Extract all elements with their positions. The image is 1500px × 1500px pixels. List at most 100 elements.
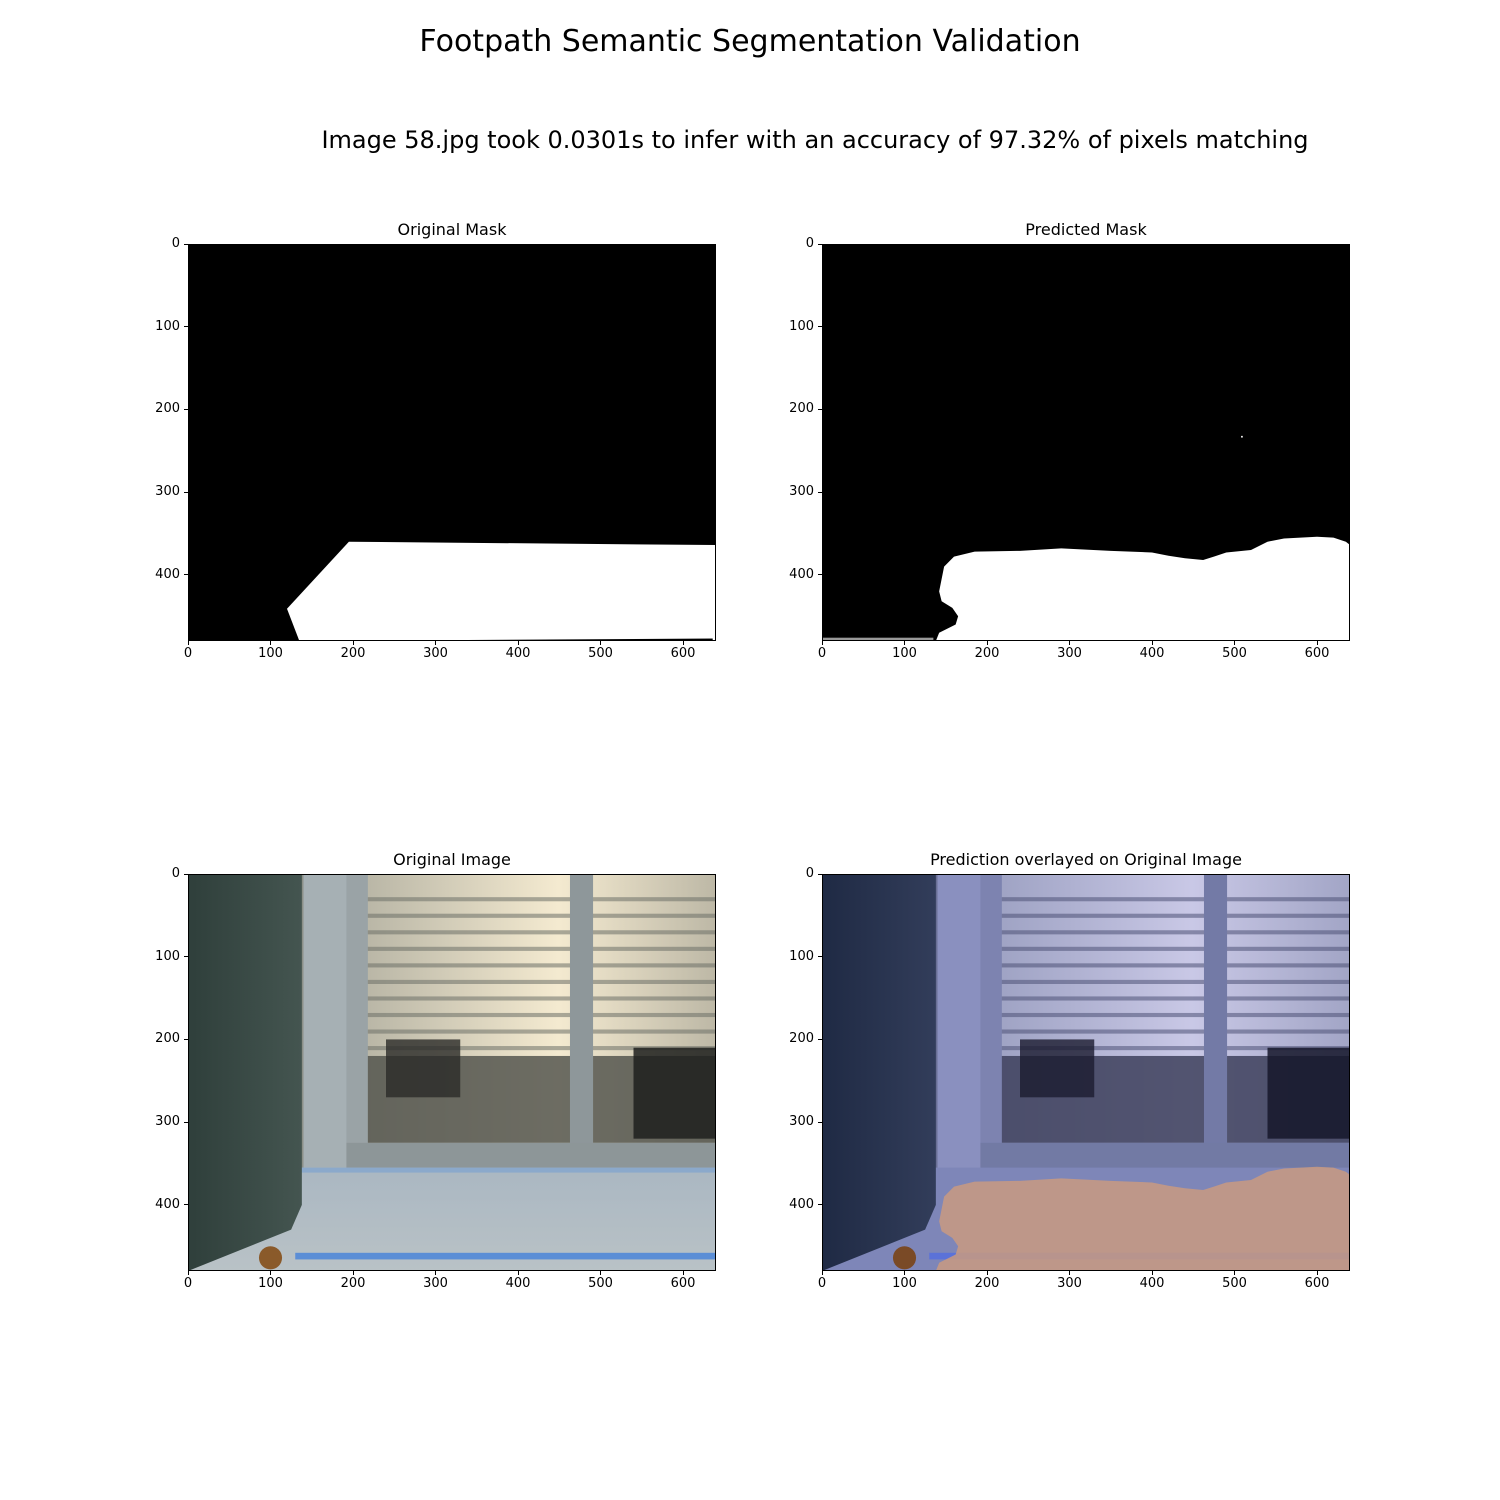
original-photo [188,874,716,1271]
y-tick-label: 400 [789,1196,814,1212]
x-tick-label: 300 [423,646,448,661]
x-tick-mark [517,1271,519,1275]
chair-right [1267,1047,1350,1139]
x-tick-mark [682,641,684,645]
x-tick-label: 500 [1222,646,1247,661]
y-tick-label: 200 [155,1031,180,1047]
wall-pillar [937,874,981,1172]
floor-blue-stripe [295,1252,716,1260]
y-tick-label: 300 [155,1114,180,1130]
y-tick-label: 400 [789,566,814,582]
blind-stripes [365,897,716,1051]
x-tick-label: 400 [1139,646,1165,661]
y-tick-mark [818,491,822,493]
cabinet-wheel [892,1246,917,1270]
x-tick-label: 400 [1139,1276,1165,1291]
cabinet [822,874,936,1271]
x-tick-mark [986,1271,988,1275]
x-tick-mark [187,1271,189,1275]
panel-title-original-mask: Original Mask [397,220,507,239]
chair-right [633,1047,716,1139]
cabinet-wheel [258,1246,283,1270]
x-tick-mark [270,1271,271,1275]
x-tick-label: 100 [892,646,917,661]
door-frame-left [978,874,1002,1172]
y-tick-label: 0 [171,236,180,251]
y-tick-mark [184,326,188,328]
y-tick-label: 200 [789,401,814,417]
x-tick-label: 100 [892,1276,917,1291]
x-tick-label: 0 [183,646,193,661]
x-tick-mark [352,1271,354,1275]
cabinet [188,874,302,1271]
original-image-axes: 0 100 200 300 400 500 600 0 100 200 300 400 [155,866,716,1291]
x-tick-mark [904,641,905,645]
y-tick-label: 400 [155,566,180,582]
panel-title-original-image: Original Image [393,850,511,869]
y-tick-mark [818,326,822,328]
x-tick-mark [682,1271,684,1275]
panel-title-predicted-mask: Predicted Mask [1025,220,1147,239]
y-tick-mark [184,873,188,875]
x-tick-mark [270,641,271,645]
y-tick-mark [184,956,188,958]
door-frame-bottom [978,1142,1350,1172]
mask-right-edge-line [712,591,716,641]
x-tick-mark [435,1271,436,1275]
prediction-overlay-axes: 0 100 200 300 400 500 600 0 100 200 300 400 [789,866,1350,1291]
y-tick-mark [818,1121,822,1123]
y-tick-label: 200 [155,401,180,417]
y-tick-label: 0 [171,866,180,881]
x-tick-label: 0 [817,646,827,661]
wall-pillar [303,874,347,1172]
x-tick-mark [1316,1271,1318,1275]
y-tick-mark [184,1038,188,1040]
x-tick-label: 200 [974,1276,1000,1291]
x-tick-mark [352,641,354,645]
x-tick-mark [1316,641,1318,645]
y-tick-mark [818,408,822,410]
x-tick-label: 400 [505,646,531,661]
x-tick-mark [600,1271,601,1275]
chair-left [386,1039,461,1098]
x-tick-mark [435,641,436,645]
y-tick-label: 100 [789,948,814,964]
y-tick-mark [184,574,188,576]
x-tick-label: 500 [588,1276,613,1291]
panel-title-prediction-overlay: Prediction overlayed on Original Image [930,850,1242,869]
y-tick-label: 100 [155,948,180,964]
figure-suptitle: Footpath Semantic Segmentation Validatio… [419,24,1081,59]
predicted-mask-image [822,244,1350,641]
x-tick-mark [1069,641,1070,645]
x-tick-label: 200 [340,1276,366,1291]
x-tick-mark [600,641,601,645]
figure-subtitle: Image 58.jpg took 0.0301s to infer with … [321,126,1309,154]
x-tick-label: 0 [817,1276,827,1291]
y-tick-mark [818,574,822,576]
x-tick-label: 200 [340,646,366,661]
y-tick-mark [818,956,822,958]
door-frame-center [1203,874,1228,1172]
y-tick-mark [184,408,188,410]
x-tick-mark [1234,641,1235,645]
y-tick-mark [818,1204,822,1206]
y-tick-label: 100 [155,318,180,334]
x-tick-mark [821,641,823,645]
chair-left [1020,1039,1095,1098]
x-tick-label: 200 [974,646,1000,661]
y-tick-label: 300 [789,1114,814,1130]
x-tick-mark [904,1271,905,1275]
y-tick-mark [818,873,822,875]
x-tick-label: 300 [1057,1276,1082,1291]
x-tick-label: 300 [1057,646,1082,661]
x-tick-mark [1151,1271,1153,1275]
ground-truth-footpath-region [287,541,716,641]
x-tick-mark [1234,1271,1235,1275]
x-tick-label: 100 [258,646,283,661]
y-tick-label: 300 [789,484,814,500]
y-tick-mark [184,491,188,493]
door-frame-bottom [344,1142,716,1172]
y-tick-mark [818,1038,822,1040]
x-tick-mark [1151,641,1153,645]
x-tick-label: 600 [1304,646,1330,661]
